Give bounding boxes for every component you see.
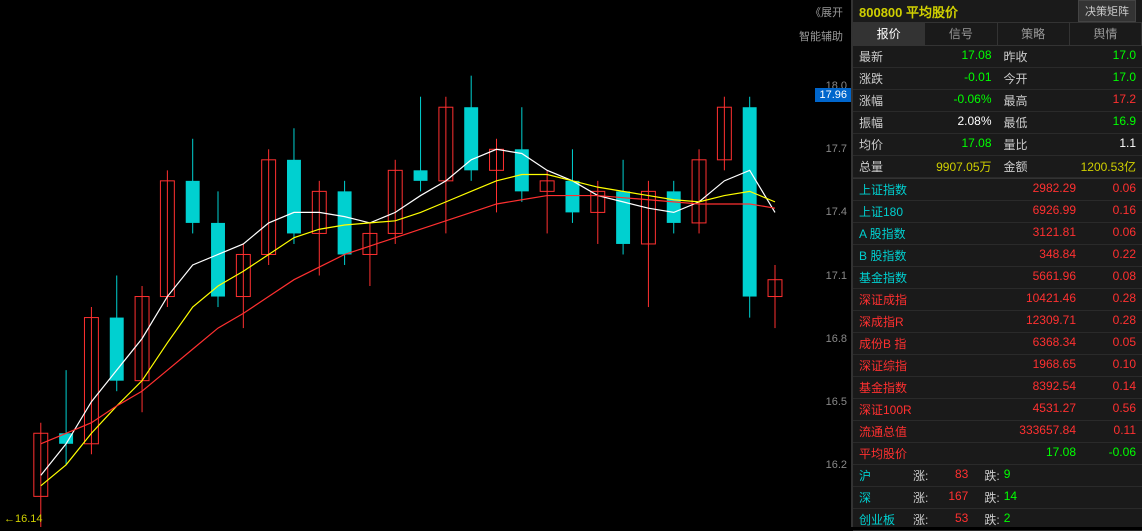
index-row[interactable]: 上证指数2982.290.06 — [853, 179, 1142, 201]
index-row[interactable]: 深证成指10421.460.28 — [853, 289, 1142, 311]
index-row[interactable]: 基金指数8392.540.14 — [853, 377, 1142, 399]
index-row[interactable]: 深证综指1968.650.10 — [853, 355, 1142, 377]
tabs: 报价信号策略舆情 — [853, 23, 1142, 46]
index-row[interactable]: 流通总值333657.840.11 — [853, 421, 1142, 443]
quote-latest: 最新17.08 — [853, 46, 998, 68]
index-row[interactable]: 深成指R12309.710.28 — [853, 311, 1142, 333]
y-tick: 16.8 — [826, 333, 847, 345]
expand-button[interactable]: 《展开 — [810, 4, 843, 20]
bottom-price-label: ←16.14 — [4, 513, 43, 525]
stock-title: 800800 平均股价 — [859, 2, 958, 21]
current-price-marker: 17.96 — [815, 88, 851, 102]
y-tick: 17.1 — [826, 270, 847, 282]
index-row[interactable]: 基金指数5661.960.08 — [853, 267, 1142, 289]
quote-volume: 总量9907.05万 — [853, 156, 998, 178]
quote-amplitude: 振幅2.08% — [853, 112, 998, 134]
index-row[interactable]: 上证1806926.990.16 — [853, 201, 1142, 223]
side-panel: 800800 平均股价 决策矩阵 报价信号策略舆情 最新17.08昨收17.0涨… — [852, 0, 1142, 527]
decision-matrix-button[interactable]: 决策矩阵 — [1078, 0, 1136, 22]
y-tick: 17.4 — [826, 206, 847, 218]
quote-prev_close: 昨收17.0 — [998, 46, 1142, 68]
quote-open: 今开17.0 — [998, 68, 1142, 90]
market-row: 创业板涨:53跌:2 — [853, 509, 1142, 531]
market-row: 沪涨:83跌:9 — [853, 465, 1142, 487]
index-row[interactable]: B 股指数348.840.22 — [853, 245, 1142, 267]
tab-quote[interactable]: 报价 — [853, 23, 925, 45]
quote-change_pct: 涨幅-0.06% — [853, 90, 998, 112]
quote-vol_ratio: 量比1.1 — [998, 134, 1142, 156]
candlestick-chart[interactable] — [0, 24, 851, 527]
y-axis: 16.216.516.817.117.417.718.017.96 — [811, 24, 851, 527]
index-row[interactable]: A 股指数3121.810.06 — [853, 223, 1142, 245]
index-row[interactable]: 平均股价17.08-0.06 — [853, 443, 1142, 465]
index-list: 上证指数2982.290.06上证1806926.990.16A 股指数3121… — [853, 178, 1142, 465]
tab-signal[interactable]: 信号 — [925, 23, 997, 45]
quote-avg: 均价17.08 — [853, 134, 998, 156]
tab-strategy[interactable]: 策略 — [998, 23, 1070, 45]
y-tick: 17.7 — [826, 143, 847, 155]
quote-low: 最低16.9 — [998, 112, 1142, 134]
market-row: 深涨:167跌:14 — [853, 487, 1142, 509]
quote-change: 涨跌-0.01 — [853, 68, 998, 90]
chart-area[interactable]: 《展开 智能辅助 16.216.516.817.117.417.718.017.… — [0, 0, 852, 527]
tab-sentiment[interactable]: 舆情 — [1070, 23, 1142, 45]
quote-grid: 最新17.08昨收17.0涨跌-0.01今开17.0涨幅-0.06%最高17.2… — [853, 46, 1142, 178]
market-list: 沪涨:83跌:9深涨:167跌:14创业板涨:53跌:2 — [853, 465, 1142, 531]
y-tick: 16.2 — [826, 459, 847, 471]
index-row[interactable]: 深证100R4531.270.56 — [853, 399, 1142, 421]
quote-amount: 金额1200.53亿 — [998, 156, 1142, 178]
y-tick: 16.5 — [826, 396, 847, 408]
quote-high: 最高17.2 — [998, 90, 1142, 112]
index-row[interactable]: 成份B 指6368.340.05 — [853, 333, 1142, 355]
